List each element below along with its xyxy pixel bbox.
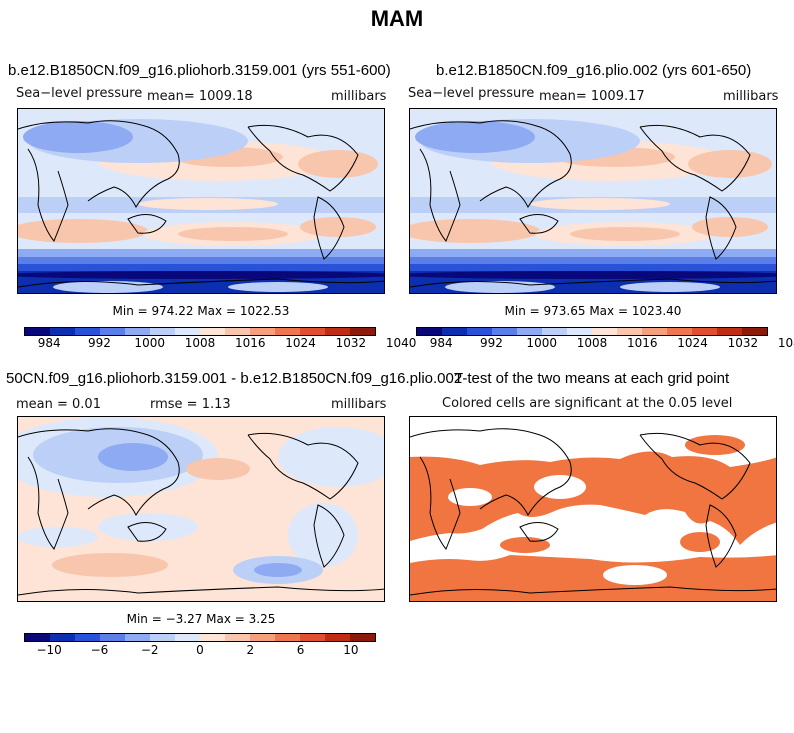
colorbar-swatch	[567, 328, 592, 335]
colorbar-swatch	[350, 328, 375, 335]
panel1-colorbar-ticks: 984 992 1000 1008 1016 1024 1032 1040	[24, 336, 417, 352]
colorbar-swatch	[75, 634, 100, 641]
colorbar-swatch	[667, 328, 692, 335]
colorbar-tick-label: 1040	[777, 336, 794, 350]
colorbar-swatch	[225, 328, 250, 335]
colorbar-tick-label: 1040	[385, 336, 417, 350]
colorbar-swatch	[175, 328, 200, 335]
colorbar-swatch	[350, 634, 375, 641]
colorbar-tick-label: −10	[36, 643, 62, 657]
panel1-variable: Sea−level pressure	[16, 86, 143, 101]
panel1-units: millibars	[331, 89, 387, 104]
colorbar-swatch	[617, 328, 642, 335]
panel4-subtitle: Colored cells are significant at the 0.0…	[442, 396, 733, 411]
panel1-colorbar	[24, 327, 376, 336]
colorbar-tick-label: 992	[87, 336, 111, 350]
colorbar-swatch	[125, 328, 150, 335]
colorbar-tick-label: 2	[246, 643, 255, 657]
colorbar-tick-label: −6	[90, 643, 109, 657]
colorbar-swatch	[717, 328, 742, 335]
panel3-colorbar	[24, 633, 376, 642]
colorbar-tick-label: 1032	[727, 336, 759, 350]
colorbar-tick-label: 6	[296, 643, 305, 657]
colorbar-swatch	[225, 634, 250, 641]
panel3-mean: mean = 0.01	[16, 397, 101, 412]
panel1-title: b.e12.B1850CN.f09_g16.pliohorb.3159.001 …	[8, 62, 391, 79]
panel3-units: millibars	[331, 397, 387, 412]
panel2-mean: mean= 1009.17	[539, 89, 645, 104]
colorbar-swatch	[250, 328, 275, 335]
colorbar-swatch	[50, 634, 75, 641]
panel4-map	[409, 416, 777, 602]
colorbar-swatch	[642, 328, 667, 335]
colorbar-swatch	[517, 328, 542, 335]
colorbar-swatch	[200, 634, 225, 641]
colorbar-tick-label: 984	[37, 336, 61, 350]
panel3-map	[17, 416, 385, 602]
colorbar-swatch	[467, 328, 492, 335]
panel2-variable: Sea−level pressure	[408, 86, 535, 101]
panel4-title: T-test of the two means at each grid poi…	[454, 370, 730, 387]
colorbar-swatch	[275, 634, 300, 641]
colorbar-swatch	[275, 328, 300, 335]
panel3-colorbar-ticks: −10 −6 −2 0 2 6 10	[24, 643, 376, 659]
colorbar-tick-label: 992	[479, 336, 503, 350]
colorbar-tick-label: 10	[343, 643, 359, 657]
colorbar-swatch	[175, 634, 200, 641]
colorbar-swatch	[442, 328, 467, 335]
panel3-minmax: Min = −3.27 Max = 3.25	[126, 612, 276, 626]
colorbar-swatch	[742, 328, 767, 335]
colorbar-swatch	[100, 328, 125, 335]
colorbar-swatch	[100, 634, 125, 641]
panel1-map	[17, 108, 385, 294]
colorbar-tick-label: 1000	[134, 336, 165, 350]
colorbar-swatch	[592, 328, 617, 335]
colorbar-swatch	[25, 634, 50, 641]
colorbar-swatch	[325, 328, 350, 335]
panel2-title: b.e12.B1850CN.f09_g16.plio.002 (yrs 601-…	[436, 62, 752, 79]
panel2-minmax: Min = 973.65 Max = 1023.40	[504, 304, 682, 318]
figure-title: MAM	[370, 6, 424, 31]
colorbar-swatch	[75, 328, 100, 335]
panel2-map	[409, 108, 777, 294]
colorbar-tick-label: 0	[196, 643, 204, 657]
colorbar-tick-label: −2	[140, 643, 159, 657]
colorbar-tick-label: 984	[429, 336, 453, 350]
colorbar-swatch	[325, 634, 350, 641]
colorbar-swatch	[492, 328, 517, 335]
colorbar-swatch	[25, 328, 50, 335]
colorbar-swatch	[692, 328, 717, 335]
panel2-colorbar	[416, 327, 768, 336]
colorbar-swatch	[50, 328, 75, 335]
significance-regions	[410, 435, 776, 601]
panel3-title: 50CN.f09_g16.pliohorb.3159.001 - b.e12.B…	[6, 370, 463, 387]
colorbar-swatch	[150, 634, 175, 641]
colorbar-swatch	[300, 328, 325, 335]
colorbar-swatch	[125, 634, 150, 641]
colorbar-tick-label: 1032	[335, 336, 367, 350]
colorbar-swatch	[200, 328, 225, 335]
panel3-rmse: rmse = 1.13	[150, 397, 231, 412]
panel1-minmax: Min = 974.22 Max = 1022.53	[112, 304, 290, 318]
colorbar-tick-label: 1008	[576, 336, 608, 350]
colorbar-swatch	[250, 634, 275, 641]
colorbar-tick-label: 1008	[184, 336, 216, 350]
panel2-colorbar-ticks: 984 992 1000 1008 1016 1024 1032 1040	[416, 336, 794, 352]
panel1-mean: mean= 1009.18	[147, 89, 253, 104]
colorbar-tick-label: 1024	[677, 336, 708, 350]
colorbar-swatch	[300, 634, 325, 641]
colorbar-tick-label: 1000	[526, 336, 557, 350]
colorbar-tick-label: 1016	[627, 336, 658, 350]
colorbar-swatch	[542, 328, 567, 335]
colorbar-tick-label: 1016	[235, 336, 266, 350]
colorbar-swatch	[417, 328, 442, 335]
colorbar-swatch	[150, 328, 175, 335]
panel2-units: millibars	[723, 89, 779, 104]
colorbar-tick-label: 1024	[285, 336, 316, 350]
